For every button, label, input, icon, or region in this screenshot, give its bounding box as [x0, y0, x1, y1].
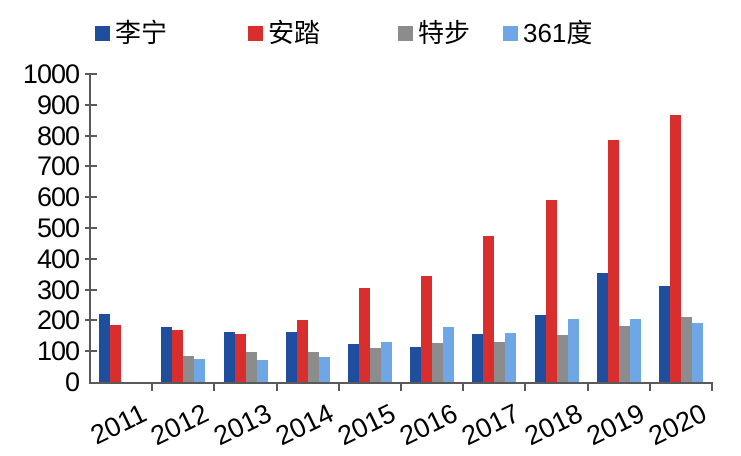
- legend-label: 特步: [418, 18, 471, 48]
- bar-xtep-2015: [369, 347, 381, 382]
- y-axis-tick: [85, 257, 97, 260]
- y-axis-tick-label: 300: [36, 274, 80, 305]
- bar-xtep-2019: [618, 325, 630, 382]
- bar-xtep-2012: [183, 356, 195, 382]
- bar-anta-2013: [234, 333, 246, 382]
- x-axis-label-2017: 2017: [457, 398, 525, 452]
- y-axis-line: [89, 74, 91, 384]
- bar-anta-2015: [358, 288, 370, 382]
- x-axis-label-2015: 2015: [332, 398, 401, 452]
- legend-item-x361du: 361度: [503, 17, 592, 49]
- y-axis-tick-label: 200: [36, 305, 80, 336]
- y-axis-tick: [85, 319, 97, 322]
- y-axis-tick-label: 800: [36, 120, 80, 151]
- y-axis-tick-label: 400: [36, 243, 80, 274]
- y-axis-tick-label: 500: [36, 213, 80, 243]
- legend-label: 361度: [523, 18, 593, 48]
- y-axis-tick: [85, 227, 97, 229]
- legend-item-anta: 安踏: [248, 17, 320, 49]
- bar-lining-2014: [285, 332, 297, 382]
- x-axis-tick: [275, 384, 278, 391]
- y-axis-tick-label: 0: [64, 367, 80, 397]
- bar-x361du-2014: [318, 356, 330, 382]
- x-axis-tick: [337, 384, 340, 391]
- x-axis-tick: [586, 384, 589, 391]
- x-axis-tick: [213, 384, 216, 391]
- bar-x361du-2012: [194, 358, 206, 382]
- legend-label: 安踏: [268, 18, 321, 48]
- bar-xtep-2016: [432, 342, 444, 382]
- y-axis-tick: [85, 165, 97, 168]
- x-axis-tick: [400, 384, 402, 391]
- x-axis-label-2012: 2012: [146, 398, 214, 452]
- bar-x361du-2020: [691, 322, 703, 382]
- legend-color-swatch-icon: [248, 25, 263, 41]
- x-axis-tick: [648, 384, 651, 391]
- bar-anta-2018: [545, 199, 557, 382]
- x-axis-label-2016: 2016: [395, 398, 463, 452]
- bar-xtep-2013: [245, 351, 257, 382]
- bar-x361du-2018: [567, 319, 579, 382]
- x-axis-label-2019: 2019: [581, 398, 649, 452]
- x-axis-label-2013: 2013: [208, 398, 276, 452]
- bar-anta-2014: [296, 319, 308, 382]
- x-axis-label-2014: 2014: [270, 398, 338, 452]
- bar-lining-2016: [410, 346, 422, 382]
- bar-lining-2015: [347, 343, 359, 382]
- legend-item-lining: 李宁: [95, 17, 167, 49]
- bar-lining-2019: [596, 272, 608, 382]
- legend-color-swatch-icon: [503, 25, 518, 41]
- legend-item-xtep: 特步: [398, 17, 470, 49]
- bar-x361du-2016: [443, 327, 455, 382]
- bar-lining-2012: [161, 326, 173, 382]
- y-axis-tick: [85, 103, 97, 106]
- y-axis-tick-label: 1000: [22, 59, 80, 89]
- bar-anta-2019: [607, 139, 619, 382]
- bar-lining-2018: [534, 314, 546, 382]
- bar-x361du-2017: [505, 333, 517, 382]
- y-axis-tick-label: 900: [36, 89, 80, 120]
- bar-anta-2016: [421, 276, 433, 382]
- x-axis-label-2020: 2020: [643, 398, 712, 452]
- bar-xtep-2018: [556, 335, 568, 382]
- x-axis-tick: [524, 384, 527, 391]
- x-axis-tick: [151, 384, 154, 391]
- x-axis-tick: [462, 384, 465, 391]
- legend-color-swatch-icon: [398, 25, 413, 41]
- y-axis-tick: [85, 134, 97, 137]
- bar-lining-2013: [223, 332, 235, 382]
- bar-anta-2017: [483, 235, 495, 382]
- bar-xtep-2020: [680, 317, 692, 382]
- x-axis-tick: [711, 384, 713, 391]
- y-axis-tick: [85, 196, 97, 199]
- legend-label: 李宁: [115, 18, 168, 48]
- bar-anta-2020: [669, 114, 681, 382]
- legend-color-swatch-icon: [95, 25, 110, 41]
- bar-lining-2020: [658, 285, 670, 382]
- bar-xtep-2014: [307, 352, 319, 382]
- y-axis-tick-label: 600: [36, 182, 80, 213]
- bar-xtep-2017: [494, 341, 506, 382]
- bar-x361du-2015: [380, 341, 392, 382]
- bar-anta-2012: [172, 330, 184, 382]
- x-axis-label-2011: 2011: [85, 398, 152, 451]
- x-axis-label-2018: 2018: [519, 398, 587, 452]
- bar-lining-2017: [472, 333, 484, 382]
- bar-x361du-2013: [256, 359, 268, 382]
- y-axis-tick-label: 700: [36, 151, 80, 182]
- bar-lining-2011: [99, 313, 111, 382]
- bar-anta-2011: [110, 325, 122, 382]
- y-axis-tick: [85, 288, 97, 291]
- y-axis-tick-label: 100: [36, 336, 80, 367]
- y-axis-tick: [85, 350, 97, 353]
- bar-x361du-2019: [629, 319, 641, 382]
- y-axis-tick: [85, 73, 97, 75]
- x-axis-line: [89, 382, 713, 384]
